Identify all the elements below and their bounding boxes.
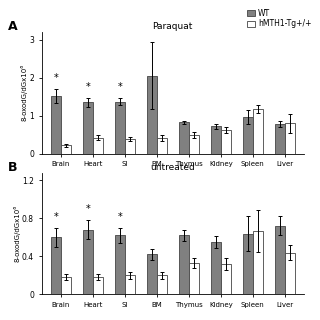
Bar (83, 230, 93, 294)
Bar (93, 138, 103, 154)
Bar (275, 226, 285, 294)
Bar (243, 117, 253, 154)
Bar (157, 138, 167, 154)
Bar (115, 101, 125, 154)
Text: *: * (117, 212, 122, 222)
Bar (275, 124, 285, 154)
Bar (221, 264, 231, 294)
Bar (253, 109, 263, 154)
Bar (189, 135, 199, 154)
Bar (211, 126, 221, 154)
Bar (93, 277, 103, 294)
Bar (51, 237, 61, 294)
Text: A: A (7, 20, 17, 33)
Y-axis label: 8-oxodG/dGx10⁶: 8-oxodG/dGx10⁶ (13, 205, 20, 262)
Bar (147, 76, 157, 154)
Bar (51, 96, 61, 154)
Bar (61, 145, 71, 154)
Title: Paraquat: Paraquat (153, 22, 193, 31)
Text: *: * (85, 82, 90, 92)
Text: *: * (85, 204, 90, 214)
Bar (125, 139, 135, 154)
Bar (147, 254, 157, 294)
Title: untreated: untreated (150, 163, 195, 172)
Legend: WT, hMTH1-Tg+/+: WT, hMTH1-Tg+/+ (246, 7, 313, 30)
Bar (157, 276, 167, 294)
Bar (243, 234, 253, 294)
Bar (179, 123, 189, 154)
Text: *: * (53, 212, 58, 222)
Bar (285, 123, 295, 154)
Text: *: * (53, 73, 58, 83)
Bar (285, 252, 295, 294)
Bar (61, 277, 71, 294)
Bar (179, 236, 189, 294)
Y-axis label: 8-oxodG/dGx10⁶: 8-oxodG/dGx10⁶ (21, 64, 28, 121)
Bar (83, 102, 93, 154)
Bar (115, 236, 125, 294)
Bar (211, 242, 221, 294)
Bar (221, 130, 231, 154)
Text: *: * (117, 82, 122, 92)
Bar (189, 263, 199, 294)
Bar (253, 231, 263, 294)
Bar (125, 276, 135, 294)
Text: B: B (7, 161, 17, 174)
